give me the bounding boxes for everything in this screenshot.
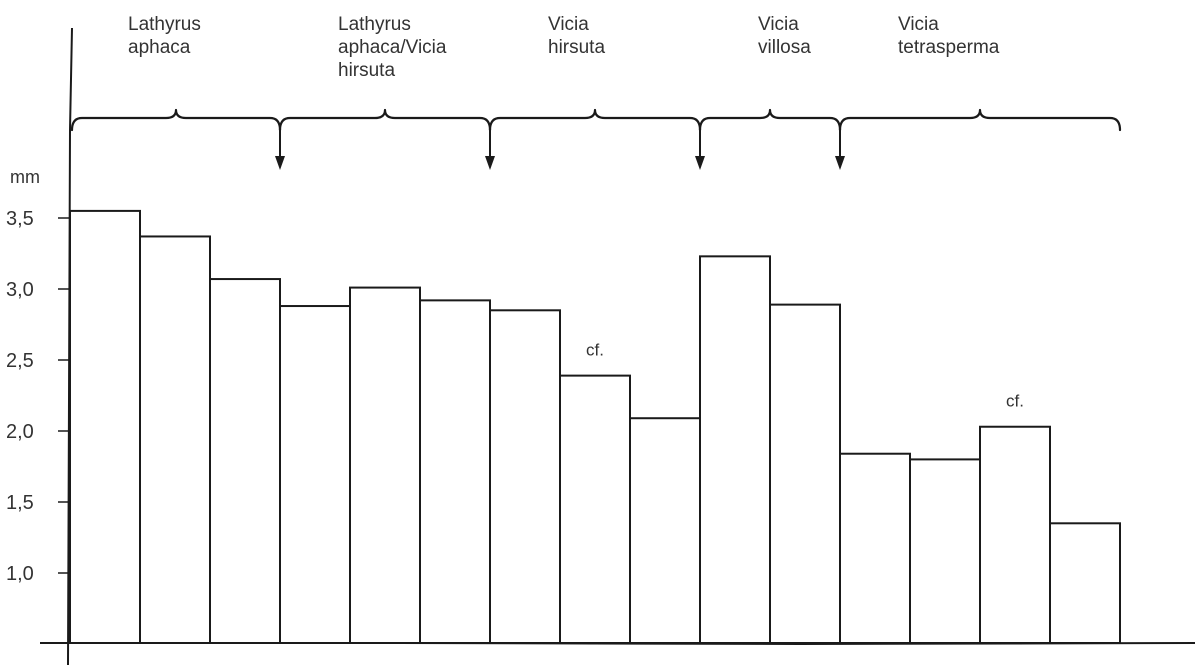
boundary-arrow xyxy=(275,130,285,170)
group-brace xyxy=(278,108,492,132)
y-tick-label: 2,5 xyxy=(6,350,34,372)
y-ticks: 1,0 1,5 2,0 2,5 3,0 3,5 xyxy=(6,208,70,585)
bar xyxy=(979,425,1051,644)
x-axis xyxy=(40,642,1196,646)
bar xyxy=(909,458,981,644)
annotations: cf. cf. xyxy=(586,341,1024,411)
bar xyxy=(1049,522,1121,644)
group-brace xyxy=(698,108,842,132)
group-brace xyxy=(70,108,282,132)
bar xyxy=(139,235,211,645)
group-label-line: aphaca xyxy=(128,37,191,58)
bar xyxy=(279,305,351,644)
group-label-line: Vicia xyxy=(898,14,939,35)
annotation-label: cf. xyxy=(586,341,604,360)
group-label-line: villosa xyxy=(758,37,811,58)
group-label-line: Lathyrus xyxy=(338,14,411,35)
annotation-label: cf. xyxy=(1006,392,1024,411)
bar xyxy=(209,278,281,644)
bar xyxy=(349,286,421,644)
y-axis xyxy=(67,27,73,666)
bars xyxy=(69,209,1121,645)
y-tick-label: 3,0 xyxy=(6,279,34,301)
y-tick-label: 1,0 xyxy=(6,563,34,585)
group-label-line: tetrasperma xyxy=(898,37,1000,58)
bar xyxy=(419,299,491,644)
y-tick-label: 2,0 xyxy=(6,421,34,443)
bar xyxy=(559,374,631,644)
group-label: Vicia hirsuta xyxy=(548,14,605,58)
bar xyxy=(69,209,141,644)
group-label-line: hirsuta xyxy=(548,37,605,58)
boundary-arrow xyxy=(835,130,845,170)
group-brace xyxy=(488,108,702,132)
group-boundary-arrows xyxy=(275,130,845,170)
group-label-line: aphaca/Vicia xyxy=(338,37,447,58)
bar xyxy=(839,452,911,644)
axes xyxy=(40,27,1196,666)
group-braces xyxy=(70,108,1122,132)
group-label-line: Lathyrus xyxy=(128,14,201,35)
y-axis-unit-label: mm xyxy=(10,167,40,187)
group-label: Vicia villosa xyxy=(758,14,811,58)
group-label-line: Vicia xyxy=(758,14,799,35)
y-tick-label: 3,5 xyxy=(6,208,34,230)
group-brace xyxy=(838,108,1122,132)
group-label: Lathyrus aphaca/Vicia hirsuta xyxy=(338,14,447,81)
group-label: Lathyrus aphaca xyxy=(128,14,201,58)
group-label-line: Vicia xyxy=(548,14,589,35)
y-tick-label: 1,5 xyxy=(6,492,34,514)
bar xyxy=(699,255,771,644)
bar xyxy=(629,417,701,644)
bar xyxy=(769,303,841,644)
group-label: Vicia tetrasperma xyxy=(898,14,1000,58)
boundary-arrow xyxy=(485,130,495,170)
group-label-line: hirsuta xyxy=(338,60,395,81)
bar xyxy=(489,309,561,644)
boundary-arrow xyxy=(695,130,705,170)
